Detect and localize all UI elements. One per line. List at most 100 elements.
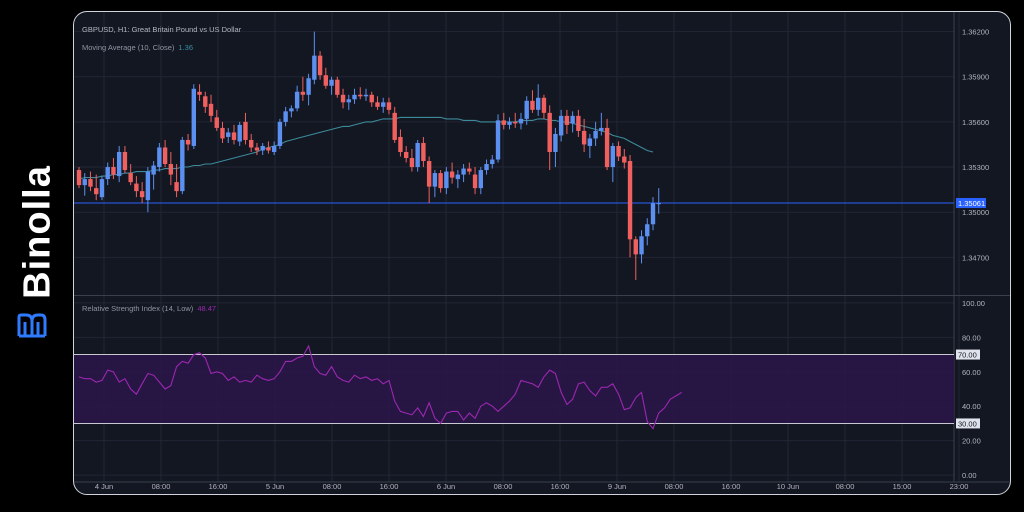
candle-down <box>220 127 225 139</box>
candle-up <box>461 168 466 175</box>
candle-down <box>398 136 403 152</box>
candle-down <box>564 115 570 125</box>
rsi-line <box>78 344 682 430</box>
candle-down <box>76 170 82 186</box>
candle-up <box>650 203 656 225</box>
candle-down <box>530 100 535 110</box>
candle-up <box>536 97 541 110</box>
ma-legend: Moving Average (10, Close) 1.36 <box>82 43 193 52</box>
candle-down <box>139 191 145 198</box>
candle-up <box>495 120 501 160</box>
candle-down <box>622 156 627 163</box>
candle-down <box>421 142 426 162</box>
candle-up <box>289 108 294 112</box>
candle-up <box>558 115 564 136</box>
candle-up <box>593 130 598 139</box>
x-tick-label: 15:00 <box>893 482 912 491</box>
candle-down <box>197 91 202 95</box>
candle-up <box>490 159 495 165</box>
candle-up <box>432 173 438 187</box>
candle-up <box>105 167 110 180</box>
rsi-band-label-box <box>956 418 980 429</box>
candle-up <box>82 179 87 186</box>
candle-up <box>639 236 644 255</box>
candle-up <box>99 179 105 198</box>
candle-down <box>369 94 374 103</box>
candle-down <box>266 147 271 151</box>
x-tick-label: 23:00 <box>950 482 969 491</box>
symbol-title: GBPUSD, H1: Great Britain Pound vs US Do… <box>82 25 242 34</box>
x-tick-label: 08:00 <box>323 482 342 491</box>
candle-up <box>415 142 420 168</box>
candle-down <box>472 174 478 189</box>
candle-down <box>335 79 340 95</box>
candle-down <box>174 182 179 192</box>
candle-down <box>340 94 346 103</box>
candle-up <box>191 88 196 146</box>
candle-down <box>317 55 323 76</box>
x-tick-label: 16:00 <box>551 482 570 491</box>
x-tick-label: 9 Jun <box>608 482 626 491</box>
candle-down <box>358 94 363 97</box>
candle-down <box>111 167 116 175</box>
candle-down <box>547 112 552 152</box>
candle-up <box>277 121 283 146</box>
candle-up <box>157 147 162 168</box>
candle-up <box>329 79 334 86</box>
x-tick-label: 08:00 <box>665 482 684 491</box>
candle-up <box>145 171 151 201</box>
candle-up <box>656 203 661 205</box>
candle-up <box>518 118 524 124</box>
candle-up <box>570 115 575 124</box>
candle-down <box>243 121 248 140</box>
candle-up <box>226 132 231 137</box>
x-tick-label: 5 Jun <box>266 482 284 491</box>
candle-down <box>581 130 587 145</box>
candle-up <box>294 91 300 109</box>
candle-up <box>599 127 604 131</box>
brand-strip: Binolla <box>0 0 72 512</box>
candle-down <box>323 75 329 86</box>
candle-up <box>312 55 317 80</box>
chart-panel[interactable]: 4 Jun 08:00 16:00 5 Jun 08:00 16:00 6 Jun 08:00… <box>73 11 1011 495</box>
candle-up <box>260 145 265 151</box>
x-tick-label: 16:00 <box>380 482 399 491</box>
price-tick-label: 1.36200 <box>962 28 989 37</box>
candle-down <box>168 164 174 175</box>
price-tick-label: 1.35900 <box>962 73 989 82</box>
current-price-label: 1.35061 <box>958 199 985 208</box>
price-tick-label: 1.35600 <box>962 118 989 127</box>
candle-down <box>633 239 638 255</box>
candle-down <box>604 127 610 168</box>
rsi-legend: Relative Strength Index (14, Low) 48.47 <box>82 304 216 313</box>
rsi-tick-label: 0.00 <box>962 471 977 480</box>
ma-value: 1.36 <box>178 43 194 52</box>
candle-down <box>386 102 392 110</box>
price-chart-svg[interactable]: 4 Jun 08:00 16:00 5 Jun 08:00 16:00 6 Jun 08:00… <box>74 12 1010 494</box>
rsi-value: 48.47 <box>197 304 217 313</box>
rsi-tick-label: 70.00 <box>958 351 977 360</box>
rsi-band-label-box <box>956 349 980 360</box>
candle-up <box>116 151 122 177</box>
x-tick-label: 6 Jun <box>437 482 455 491</box>
candle-down <box>375 102 380 107</box>
binolla-logo-icon <box>17 313 47 338</box>
candle-down <box>134 183 139 192</box>
moving-average-line <box>78 116 654 180</box>
candle-down <box>409 158 415 168</box>
candle-down <box>438 173 443 189</box>
candle-down <box>231 132 237 140</box>
current-price-box <box>956 198 986 209</box>
candle-up <box>553 133 558 152</box>
candle-up <box>484 164 489 171</box>
candle-down <box>214 117 219 128</box>
candle-up <box>363 94 369 97</box>
candle-down <box>576 115 581 131</box>
candle-up <box>271 145 277 152</box>
rsi-tick-label: 100.00 <box>962 299 985 308</box>
candle-down <box>185 139 191 145</box>
candle-down <box>128 173 133 183</box>
x-tick-label: 08:00 <box>836 482 855 491</box>
candle-down <box>254 147 260 151</box>
price-tick-label: 1.35000 <box>962 208 989 217</box>
